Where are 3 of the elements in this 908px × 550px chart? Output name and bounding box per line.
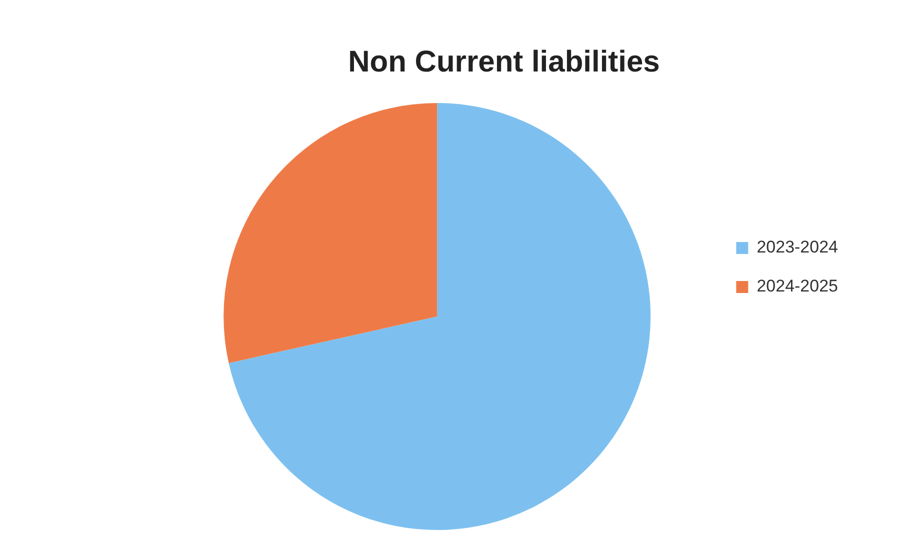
legend-label: 2023-2024 [756, 238, 838, 257]
chart-title: Non Current liabilities [348, 45, 660, 78]
legend-label: 2024-2025 [756, 276, 838, 296]
